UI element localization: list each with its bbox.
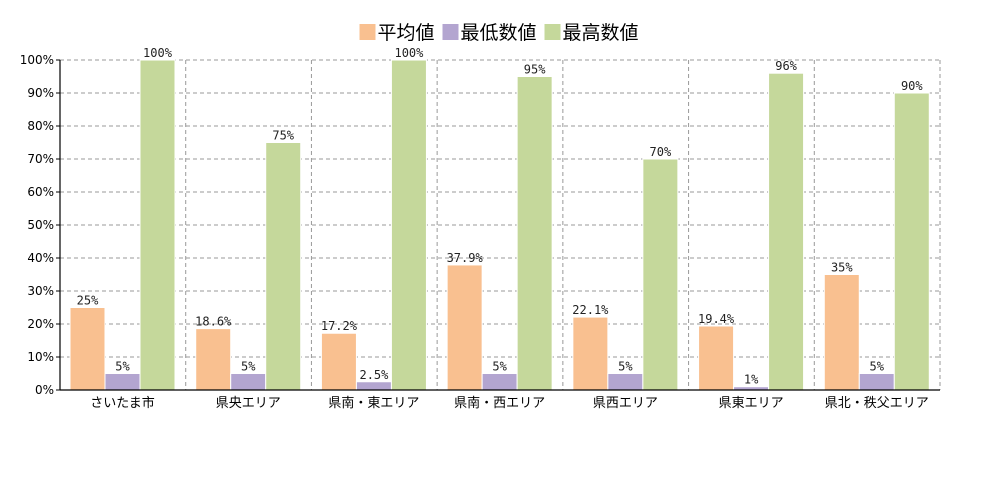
bar bbox=[230, 373, 267, 391]
bars bbox=[69, 59, 930, 391]
data-label: 100% bbox=[394, 46, 424, 60]
bar bbox=[446, 264, 483, 391]
data-label: 35% bbox=[831, 261, 853, 275]
bar bbox=[823, 274, 860, 391]
data-label: 100% bbox=[143, 46, 173, 60]
bar bbox=[572, 316, 609, 391]
y-tick-label: 80% bbox=[27, 119, 54, 133]
x-tick-label: 県南・東エリア bbox=[328, 395, 419, 411]
legend-item: 平均値 bbox=[359, 22, 435, 44]
x-tick-label: 県央エリア bbox=[216, 396, 281, 411]
axes bbox=[56, 59, 940, 391]
data-label: 5% bbox=[241, 360, 256, 374]
legend-swatch bbox=[442, 24, 459, 40]
bar bbox=[195, 328, 232, 391]
legend-item: 最低数値 bbox=[442, 22, 537, 44]
x-tick-label: 県北・秩父エリア bbox=[825, 396, 929, 411]
legend-swatch bbox=[544, 24, 561, 40]
legend-swatch bbox=[359, 24, 376, 40]
y-tick-label: 100% bbox=[20, 53, 54, 67]
data-label: 96% bbox=[775, 59, 797, 73]
bar bbox=[768, 72, 805, 391]
x-tick-label: 県南・西エリア bbox=[454, 395, 545, 411]
data-label: 2.5% bbox=[359, 368, 389, 382]
legend-label: 最低数値 bbox=[461, 22, 537, 44]
data-label: 5% bbox=[618, 360, 633, 374]
bar bbox=[858, 373, 895, 391]
bar bbox=[481, 373, 518, 391]
bar bbox=[139, 59, 176, 391]
data-label: 1% bbox=[744, 373, 759, 387]
legend-label: 平均値 bbox=[378, 22, 435, 44]
bar bbox=[390, 59, 427, 391]
y-tick-label: 90% bbox=[27, 86, 54, 100]
y-tick-label: 20% bbox=[27, 317, 54, 331]
legend: 平均値 最低数値 最高数値 bbox=[359, 22, 639, 44]
grid-lines bbox=[60, 59, 941, 390]
y-tick-label: 40% bbox=[27, 251, 54, 265]
bar bbox=[893, 92, 930, 391]
bar bbox=[698, 325, 735, 391]
data-label: 37.9% bbox=[447, 251, 484, 265]
data-label: 75% bbox=[272, 129, 294, 143]
data-label: 17.2% bbox=[321, 319, 358, 333]
data-label: 5% bbox=[870, 360, 885, 374]
y-tick-label: 50% bbox=[27, 218, 54, 232]
bar bbox=[320, 332, 357, 391]
data-label: 90% bbox=[901, 79, 923, 93]
y-tick-label: 0% bbox=[35, 383, 54, 397]
x-tick-label: さいたま市 bbox=[90, 395, 155, 411]
x-tick-label: 県西エリア bbox=[593, 396, 658, 411]
data-label: 5% bbox=[492, 360, 507, 374]
data-label: 70% bbox=[650, 145, 672, 159]
legend-label: 最高数値 bbox=[563, 22, 639, 44]
y-tick-label: 30% bbox=[27, 284, 54, 298]
bar bbox=[355, 381, 392, 391]
data-label: 95% bbox=[524, 63, 546, 77]
x-tick-label: 県東エリア bbox=[719, 395, 784, 411]
bar bbox=[104, 373, 141, 391]
y-tick-label: 10% bbox=[27, 350, 54, 364]
bar bbox=[69, 307, 106, 391]
data-label: 25% bbox=[77, 294, 99, 308]
bar bbox=[265, 142, 302, 391]
data-label: 22.1% bbox=[572, 303, 609, 317]
y-tick-label: 70% bbox=[27, 152, 54, 166]
bar bbox=[516, 76, 553, 391]
bar bbox=[607, 373, 644, 391]
data-label: 18.6% bbox=[195, 315, 232, 329]
data-label: 19.4% bbox=[698, 312, 735, 326]
legend-item: 最高数値 bbox=[544, 22, 639, 44]
data-label: 5% bbox=[115, 360, 130, 374]
labels: 0% 10% 20% 30% 40% 50% 60% 70% 80% 90% 100% 25% 18.6… bbox=[20, 46, 929, 411]
bar bbox=[642, 158, 679, 391]
y-tick-label: 60% bbox=[27, 185, 54, 199]
